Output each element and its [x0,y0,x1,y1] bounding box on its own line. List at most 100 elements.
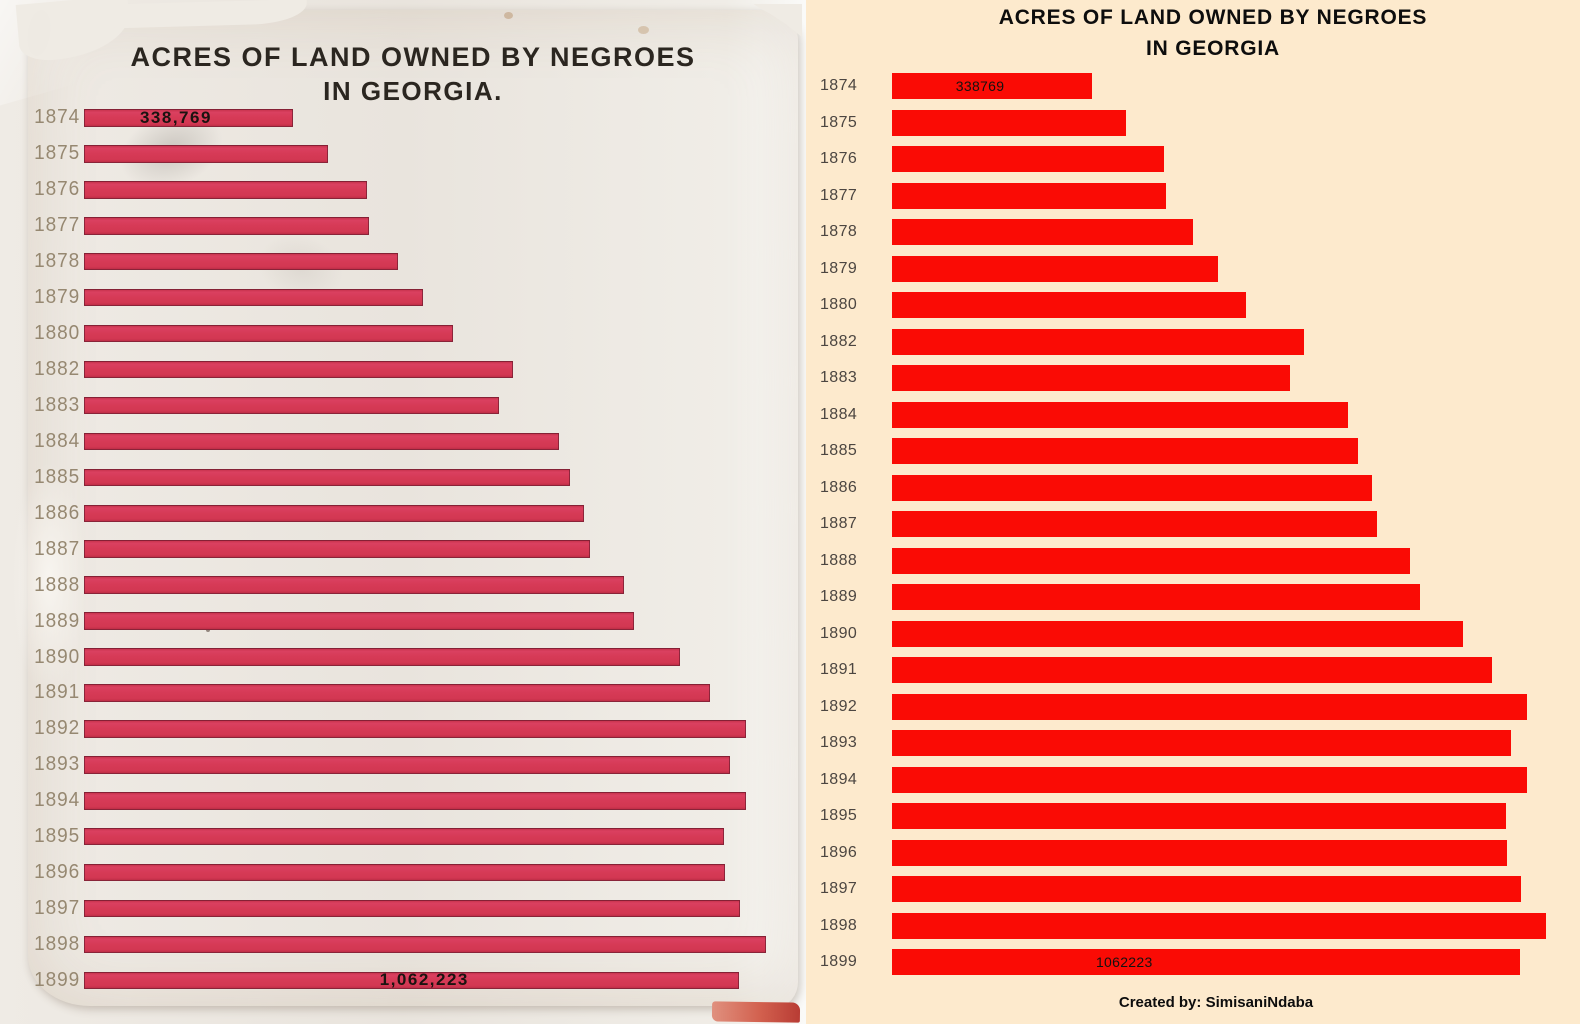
bar-track [892,876,1571,903]
paper-tear-top-right [753,4,802,38]
bar-track [84,217,792,235]
bar-track [84,252,792,271]
bar-track: 338769 [892,73,1571,100]
chart-row: 1896 [806,835,1580,872]
paper-tear-top-edge [91,0,308,29]
chart-row: 1878 [28,244,798,280]
vintage-bar-rows: 1874 338,769 1875 1876 1877 1878 [28,100,798,998]
year-label: 1892 [34,717,81,740]
year-label: 1895 [820,807,858,825]
chart-row: 1876 [28,172,798,208]
chart-row: 1885 [28,459,798,495]
acres-bar [84,935,767,954]
acres-bar [892,328,1304,355]
chart-row: 1898 [806,908,1580,945]
chart-row: 1886 [806,470,1580,507]
bar-track [84,181,792,199]
chart-row: 1883 [28,388,798,424]
chart-row: 1896 [28,855,798,891]
bar-track [892,584,1571,611]
chart-row: 1882 [28,352,798,388]
vintage-title-line1: ACRES OF LAND OWNED BY NEGROES [130,42,696,72]
bar-track [84,863,792,882]
chart-row: 1886 [28,495,798,531]
acres-bar [84,396,499,415]
bar-track: 338,769 [84,108,792,127]
paper-stain [638,26,649,34]
acres-bar [84,863,726,882]
year-label: 1875 [34,142,81,165]
acres-bar: 338769 [892,73,1093,100]
vintage-chart-panel: ACRES OF LAND OWNED BY NEGROES IN GEORGI… [0,0,806,1024]
bar-track [892,365,1571,392]
acres-bar [892,547,1411,574]
year-label: 1882 [820,332,858,350]
chart-row: 1874 338,769 [28,100,798,136]
chart-row: 1880 [806,287,1580,324]
paper-scuff-left [12,462,86,697]
acres-bar [892,620,1464,647]
year-label: 1884 [820,405,858,423]
acres-bar [84,648,680,666]
year-label: 1888 [34,573,81,596]
acres-bar: 1062223 [892,949,1520,976]
acres-bar [892,876,1521,903]
bar-value-label: 1,062,223 [379,970,469,990]
chart-row: 1877 [28,208,798,244]
bar-track [84,288,792,307]
chart-row: 1899 1,062,223 [28,963,798,999]
bar-track [892,912,1571,939]
year-label: 1874 [820,77,858,95]
acres-bar [892,146,1164,173]
chart-row: 1884 [806,397,1580,434]
acres-bar [84,360,514,379]
bar-track [892,219,1571,246]
acres-bar [84,504,585,523]
bar-track [84,792,792,810]
bar-track [84,504,792,523]
year-label: 1895 [34,825,81,848]
acres-bar [892,803,1507,830]
chart-row: 1874 338769 [806,68,1580,105]
vintage-paper: ACRES OF LAND OWNED BY NEGROES IN GEORGI… [12,0,802,1006]
acres-bar [84,181,368,199]
acres-bar [892,657,1493,684]
year-label: 1894 [820,770,858,788]
acres-bar [84,432,560,451]
bar-track [892,109,1571,136]
year-label: 1898 [820,916,858,934]
acres-bar [892,584,1420,611]
bar-track [84,756,792,774]
chart-row: 1878 [806,214,1580,251]
chart-row: 1884 [28,423,798,459]
year-label: 1876 [820,150,858,168]
chart-row: 1877 [806,178,1580,215]
bar-track [84,899,792,918]
bar-track [84,720,792,738]
vintage-title-line2: IN GEORGIA. [323,76,503,106]
acres-bar [892,438,1358,465]
year-label: 1879 [34,286,81,309]
year-label: 1884 [34,429,81,452]
chart-row: 1897 [28,891,798,927]
bar-track [892,474,1571,501]
year-label: 1887 [34,537,81,560]
chart-row: 1882 [806,324,1580,361]
chart-row: 1897 [806,871,1580,908]
acres-bar [892,365,1290,392]
vintage-chart-title: ACRES OF LAND OWNED BY NEGROES IN GEORGI… [28,42,798,106]
year-label: 1880 [820,296,858,314]
acres-bar [892,401,1348,428]
bar-track [84,145,792,163]
chart-row: 1875 [806,105,1580,142]
bar-track [892,657,1571,684]
bar-track [84,360,792,379]
bar-track [892,730,1571,757]
modern-chart-panel: ACRES OF LAND OWNED BY NEGROES IN GEORGI… [806,0,1580,1024]
acres-bar [892,474,1372,501]
bar-track [892,839,1571,866]
bar-track [84,324,792,343]
bar-track: 1,062,223 [84,970,792,990]
acres-bar [84,827,725,846]
